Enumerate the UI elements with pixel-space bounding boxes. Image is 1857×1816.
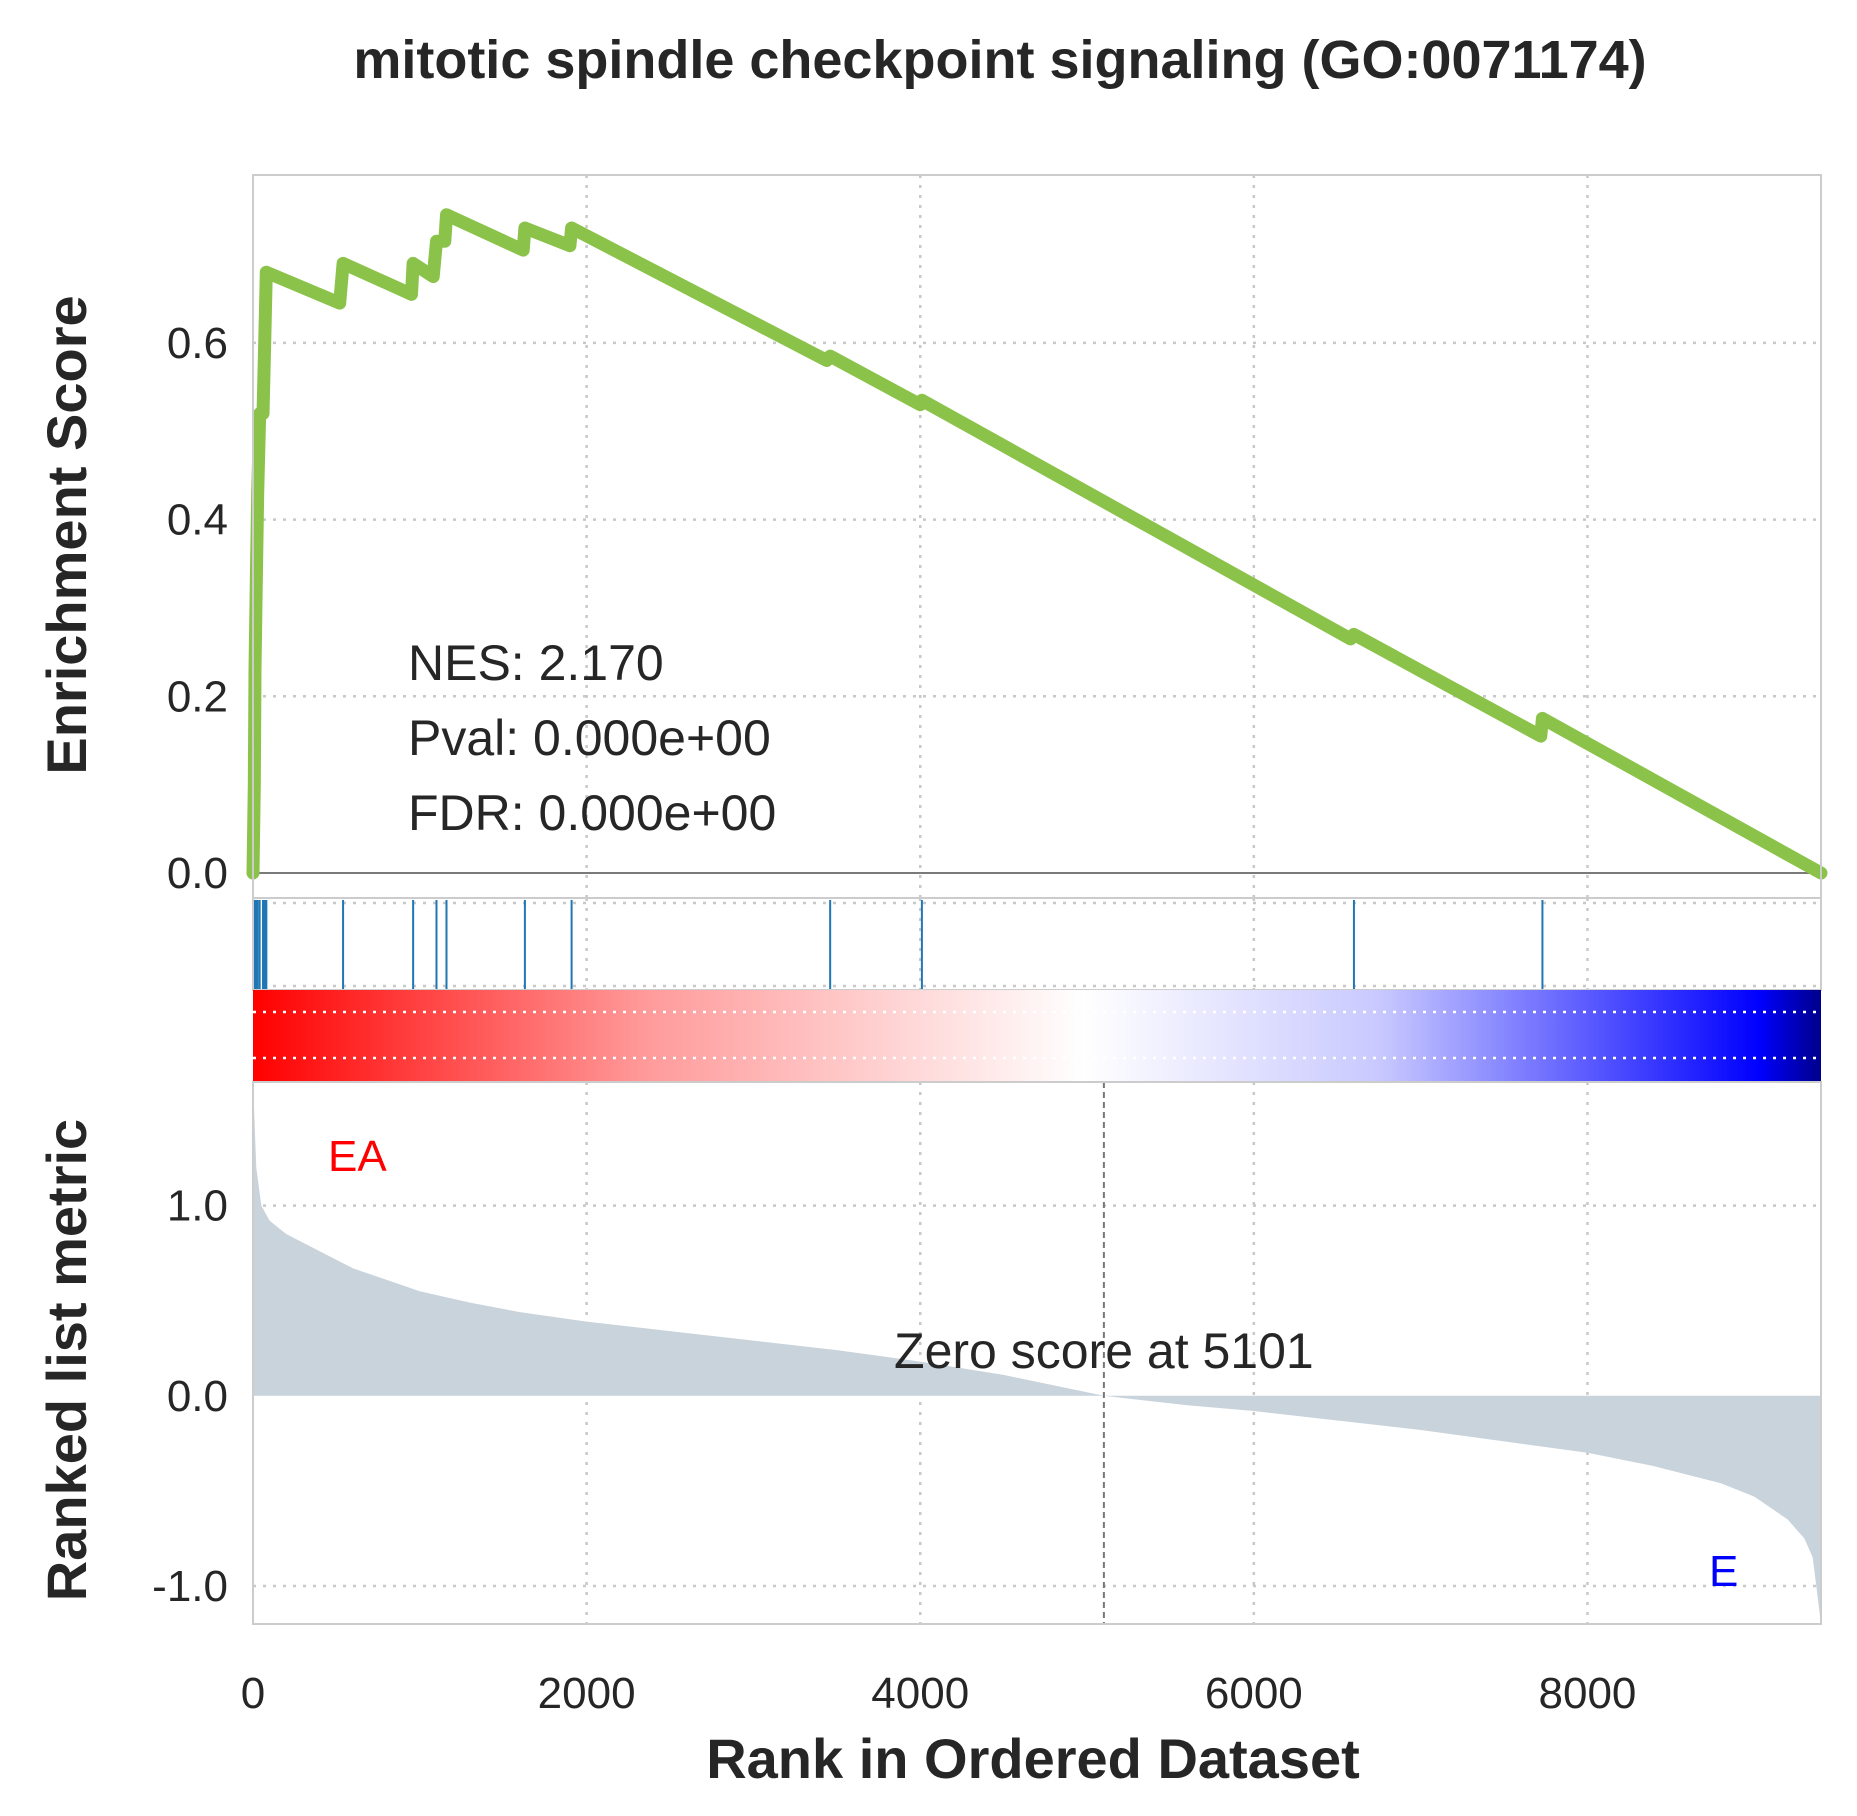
xtick-label-1: 2000	[538, 1669, 636, 1718]
x-axis-title: Rank in Ordered Dataset	[706, 1727, 1360, 1790]
ranked-metric-area	[253, 1082, 1821, 1624]
metric-ytick-label-1: 0.0	[167, 1372, 228, 1421]
es-ytick-label-0: 0.0	[167, 849, 228, 898]
x-axis: 0 2000 4000 6000 8000	[241, 1669, 1637, 1718]
hits-panel	[252, 897, 1822, 991]
enrichment-score-panel: 0.0 0.2 0.4 0.6 NES: 2.170 Pval: 0.000e+00 FDR…	[167, 174, 1828, 899]
es-axis-title: Enrichment Score	[35, 295, 98, 774]
xtick-label-2: 4000	[871, 1669, 969, 1718]
metric-axis-title: Ranked list metric	[35, 1119, 98, 1601]
fdr-annotation: FDR: 0.000e+00	[408, 785, 776, 841]
pval-annotation: Pval: 0.000e+00	[408, 710, 771, 766]
es-ytick-label-3: 0.6	[167, 319, 228, 368]
nes-annotation: NES: 2.170	[408, 635, 664, 691]
xtick-label-4: 8000	[1539, 1669, 1637, 1718]
metric-ytick-label-0: 1.0	[167, 1182, 228, 1231]
chart-title: mitotic spindle checkpoint signaling (GO…	[353, 30, 1646, 90]
xtick-label-0: 0	[241, 1669, 265, 1718]
positive-label: EA	[328, 1132, 387, 1181]
rank-colorbar	[253, 990, 1821, 1082]
zero-score-annotation: Zero score at 5101	[894, 1323, 1314, 1379]
xtick-label-3: 6000	[1205, 1669, 1303, 1718]
rank-colorbar-panel	[253, 990, 1821, 1082]
metric-ytick-label-2: -1.0	[152, 1562, 228, 1611]
metric-frame	[252, 1081, 1822, 1625]
hits-frame	[252, 897, 1822, 991]
negative-label: E	[1709, 1547, 1738, 1596]
es-curve	[246, 208, 1828, 880]
ranked-metric-panel: 1.0 0.0 -1.0 Zero score at 5101 EA E	[152, 1081, 1822, 1625]
es-ytick-label-1: 0.2	[167, 672, 228, 721]
es-ytick-label-2: 0.4	[167, 496, 228, 545]
